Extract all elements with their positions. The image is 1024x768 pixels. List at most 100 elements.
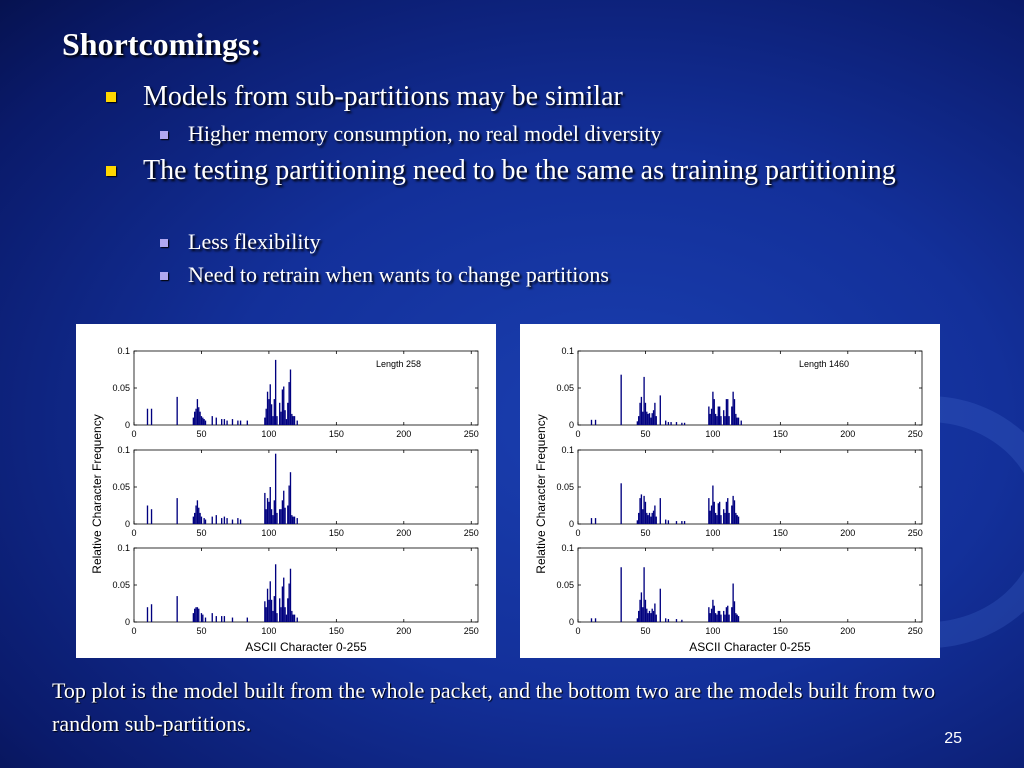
histogram-bar [655, 614, 657, 622]
histogram-bar [273, 500, 275, 524]
histogram-bar [681, 521, 683, 524]
y-axis-label: Relative Character Frequency [90, 414, 104, 573]
histogram-bar [176, 396, 178, 425]
y-tick-label: 0.05 [556, 383, 574, 393]
histogram-bar [638, 610, 640, 622]
y-tick-label: 0.05 [556, 580, 574, 590]
histogram-bar [273, 596, 275, 622]
histogram-bar [642, 509, 644, 524]
histogram-bar [146, 505, 149, 524]
x-tick-label: 50 [196, 626, 206, 636]
histogram-bar [736, 614, 738, 622]
histogram-bar [723, 410, 725, 425]
histogram-bar [709, 413, 711, 425]
x-tick-label: 0 [575, 626, 580, 636]
histogram-bar [296, 617, 298, 622]
y-tick-label: 0.05 [112, 580, 130, 590]
histogram-bar [737, 417, 740, 425]
histogram-bar [231, 519, 234, 524]
histogram-bar [720, 614, 722, 622]
histogram-bar [223, 516, 226, 524]
histogram-bar [221, 616, 223, 622]
subplot-frame [133, 350, 479, 426]
histogram-bar [643, 495, 645, 524]
histogram-bar [288, 583, 290, 622]
y-tick-label: 0.1 [117, 346, 130, 356]
histogram-bar [708, 607, 710, 622]
histogram-bar [284, 410, 286, 425]
histogram-bar [638, 416, 640, 425]
subplot-frame [577, 350, 923, 426]
histogram-bar [195, 408, 197, 425]
histogram-bar [594, 419, 597, 425]
x-tick-label: 200 [396, 626, 411, 636]
histogram-bar [717, 406, 719, 425]
histogram-svg-left: Relative Character Frequency ASCII Charac… [90, 346, 479, 654]
histogram-bar [648, 413, 651, 425]
histogram-bar [194, 608, 196, 622]
histogram-bar [655, 516, 657, 524]
histogram-bar [675, 422, 678, 425]
histogram-bar [202, 614, 204, 622]
histogram-bar [639, 498, 641, 524]
histogram-bar [648, 610, 651, 622]
histogram-bar [720, 515, 722, 524]
histogram-bar [280, 607, 282, 622]
histogram-bar [289, 472, 292, 524]
x-tick-label: 250 [464, 429, 479, 439]
histogram-bar [710, 608, 713, 622]
x-tick-label: 0 [575, 528, 580, 538]
histogram-bar [709, 510, 711, 524]
histogram-bar [620, 374, 622, 425]
histogram-bar [264, 492, 266, 524]
histogram-bar [198, 608, 200, 622]
y-tick-label: 0 [125, 420, 130, 430]
histogram-bar [652, 510, 655, 524]
histogram-bar [712, 599, 714, 622]
histogram-bar [283, 490, 285, 524]
histogram-bar [646, 411, 648, 425]
histogram-bar [620, 567, 622, 622]
histogram-bar [246, 617, 248, 622]
x-tick-label: 0 [131, 626, 136, 636]
histogram-bar [650, 516, 652, 524]
histogram-bar [728, 614, 730, 622]
histogram-bar [283, 386, 285, 425]
histogram-bar [276, 512, 278, 524]
x-tick-label: 0 [131, 429, 136, 439]
histogram-bar [651, 608, 653, 622]
histogram-bar [200, 416, 203, 425]
histogram-bar [713, 501, 715, 524]
histogram-bar [285, 614, 288, 622]
histogram-bar [728, 416, 730, 425]
histogram-bar [198, 407, 200, 425]
histogram-bar [270, 404, 273, 425]
histogram-bar [733, 399, 736, 425]
histogram-bar [226, 420, 228, 425]
histogram-bar [203, 518, 205, 524]
histogram-bar [681, 422, 683, 425]
x-tick-label: 200 [840, 528, 855, 538]
histogram-bar [718, 501, 721, 524]
histogram-bar [716, 416, 718, 425]
histogram-bar [269, 384, 271, 425]
histogram-bar [281, 389, 284, 425]
histogram-bar [287, 505, 289, 524]
histogram-bar [725, 607, 728, 622]
histogram-bar [594, 518, 597, 524]
histogram-bar [269, 581, 271, 622]
histogram-bar [667, 422, 670, 425]
length-annotation: Length 258 [376, 359, 421, 369]
histogram-bar [681, 619, 683, 622]
histogram-bar [723, 509, 725, 524]
histogram-bar [646, 608, 648, 622]
histogram-bar [708, 498, 710, 524]
histogram-bar [200, 613, 203, 622]
histogram-bar [675, 521, 678, 524]
histogram-bar [192, 417, 195, 425]
subplot-frame [133, 449, 479, 525]
y-tick-label: 0.1 [561, 346, 574, 356]
histogram-bar [266, 588, 269, 622]
histogram-bar [714, 512, 717, 524]
x-tick-label: 200 [840, 429, 855, 439]
